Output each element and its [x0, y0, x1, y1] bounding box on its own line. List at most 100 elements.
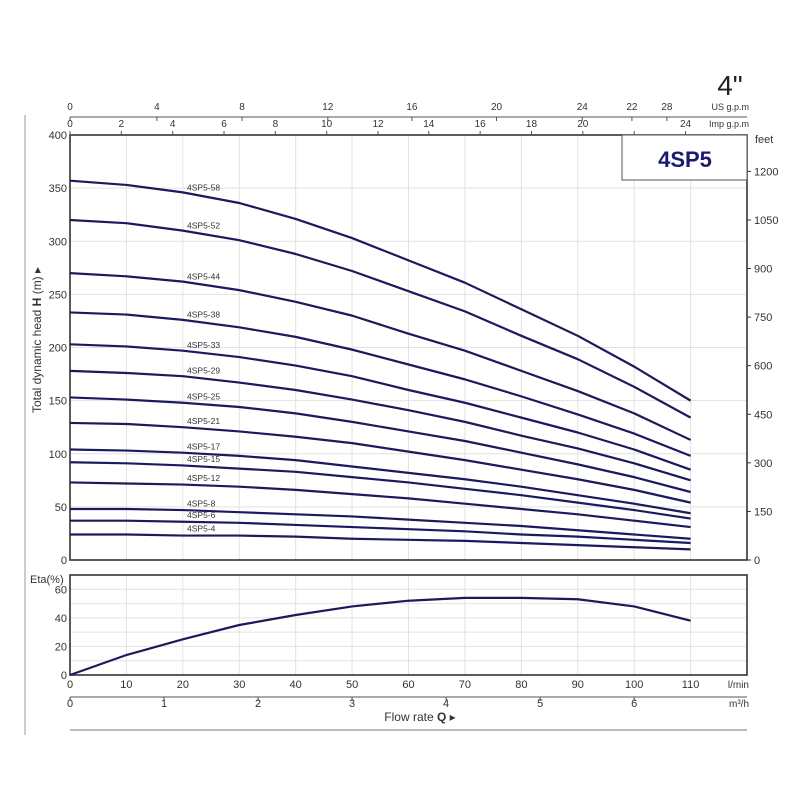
y2-tick-label: 300 — [754, 458, 772, 470]
m3h-tick-label: 5 — [537, 698, 543, 710]
y-axis-label-part: Total dynamic head — [30, 306, 44, 413]
efficiency-curve — [69, 596, 691, 677]
x-unit-label: l/min — [728, 680, 749, 691]
eta-plot-frame — [69, 574, 748, 676]
y-tick-label: 250 — [49, 289, 67, 301]
m3h-tick-label: 2 — [255, 698, 261, 710]
y2-tick-label: 1200 — [754, 166, 778, 178]
y-tick-label: 0 — [61, 555, 67, 567]
series-label: 4SP5-38 — [187, 309, 220, 319]
y-tick-label: 200 — [49, 343, 67, 355]
y-tick-label: 100 — [49, 449, 67, 461]
top-axis-tick-label: 24 — [680, 119, 692, 130]
top-axis-tick-label: 14 — [423, 119, 435, 130]
top-axis-tick-label: 20 — [577, 119, 589, 130]
y2-unit-label: feet — [755, 134, 773, 146]
top-axis-tick-label: 12 — [372, 119, 384, 130]
top-axis-tick-label: 6 — [221, 119, 227, 130]
series-label: 4SP5-52 — [187, 221, 220, 231]
eta-tick-label: 0 — [61, 670, 67, 682]
y-tick-label: 400 — [49, 130, 67, 142]
head-curve-4SP5-6 — [70, 519, 691, 545]
y-axis-label-part: (m) ▸ — [30, 267, 44, 298]
head-curve-4SP5-4 — [70, 533, 691, 551]
series-label: 4SP5-4 — [187, 524, 216, 534]
top-axis-unit: US g.p.m — [711, 102, 749, 112]
head-curve-4SP5-29 — [69, 369, 691, 482]
series-label: 4SP5-17 — [187, 441, 220, 451]
y2-tick-label: 900 — [754, 264, 772, 276]
x-tick-label: 110 — [682, 679, 700, 691]
y2-tick-label: 750 — [754, 312, 772, 324]
head-curve-4SP5-44 — [69, 272, 692, 441]
top-axis-tick-label: 8 — [273, 119, 279, 130]
x-tick-label: 30 — [233, 679, 245, 691]
x-tick-label: 50 — [346, 679, 358, 691]
y-axis-label: Total dynamic head H (m) ▸ — [30, 267, 44, 413]
y-tick-label: 300 — [49, 236, 67, 248]
x-tick-label: 10 — [120, 679, 132, 691]
model-title: 4SP5 — [658, 147, 712, 172]
series-label: 4SP5-44 — [187, 271, 220, 281]
x-tick-label: 80 — [515, 679, 527, 691]
x-tick-label: 70 — [459, 679, 471, 691]
series-label: 4SP5-58 — [187, 183, 220, 193]
head-curve-4SP5-17 — [69, 448, 691, 515]
y2-tick-label: 1050 — [754, 215, 778, 227]
series-label: 4SP5-21 — [187, 416, 220, 426]
y2-tick-label: 600 — [754, 361, 772, 373]
top-axis-tick-label: 10 — [321, 119, 333, 130]
head-curve-4SP5-58 — [69, 179, 692, 402]
head-curve-4SP5-12 — [69, 481, 691, 529]
eta-axis-label: Eta(%) — [30, 574, 64, 586]
top-axis-tick-label: 4 — [154, 102, 160, 113]
y-tick-label: 350 — [49, 183, 67, 195]
series-label: 4SP5-15 — [187, 454, 220, 464]
x-tick-label: 100 — [625, 679, 643, 691]
eta-tick-label: 60 — [55, 584, 67, 596]
m3h-tick-label: 1 — [161, 698, 167, 710]
m3h-tick-label: 3 — [349, 698, 355, 710]
top-axis-tick-label: 4 — [170, 119, 176, 130]
x-tick-label: 60 — [402, 679, 414, 691]
head-plot-frame — [69, 134, 748, 561]
head-curve-4SP5-33 — [69, 343, 691, 471]
x-axis-label-part: Q — [437, 710, 446, 724]
series-label: 4SP5-33 — [187, 340, 220, 350]
x2-unit-label: m³/h — [729, 699, 749, 710]
series-label: 4SP5-6 — [187, 510, 216, 520]
series-label: 4SP5-25 — [187, 392, 220, 402]
head-curve-4SP5-52 — [69, 218, 692, 419]
y-axis-label-part: H — [30, 298, 44, 307]
top-axis-unit: Imp g.p.m — [709, 119, 749, 129]
eta-tick-label: 20 — [55, 641, 67, 653]
x-tick-label: 0 — [67, 679, 73, 691]
m3h-tick-label: 0 — [67, 698, 73, 710]
x-tick-label: 40 — [290, 679, 302, 691]
m3h-tick-label: 4 — [443, 698, 449, 710]
y2-tick-label: 150 — [754, 506, 772, 518]
model-title-box — [621, 134, 748, 181]
top-axis-tick-label: 8 — [239, 102, 245, 113]
x-axis-label-part: ▸ — [446, 710, 455, 724]
top-axis-tick-label: 16 — [406, 102, 418, 113]
eta-tick-label: 40 — [55, 613, 67, 625]
head-curve-4SP5-8 — [70, 507, 691, 540]
head-curve-4SP5-21 — [69, 421, 691, 504]
m3h-tick-label: 6 — [631, 698, 637, 710]
head-curve-4SP5-38 — [69, 311, 691, 457]
y2-tick-label: 0 — [754, 555, 760, 567]
top-axis-tick-label: 0 — [67, 119, 73, 130]
top-axis-tick-label: 16 — [475, 119, 487, 130]
top-axis-tick-label: 22 — [626, 102, 638, 113]
x-tick-label: 90 — [572, 679, 584, 691]
size-label: 4" — [717, 70, 743, 101]
x-axis-label-part: Flow rate — [384, 710, 437, 724]
head-curve-4SP5-25 — [69, 396, 691, 494]
y-tick-label: 50 — [55, 502, 67, 514]
series-label: 4SP5-29 — [187, 365, 220, 375]
y-tick-label: 150 — [49, 396, 67, 408]
series-label: 4SP5-8 — [187, 498, 216, 508]
top-axis-tick-label: 18 — [526, 119, 538, 130]
